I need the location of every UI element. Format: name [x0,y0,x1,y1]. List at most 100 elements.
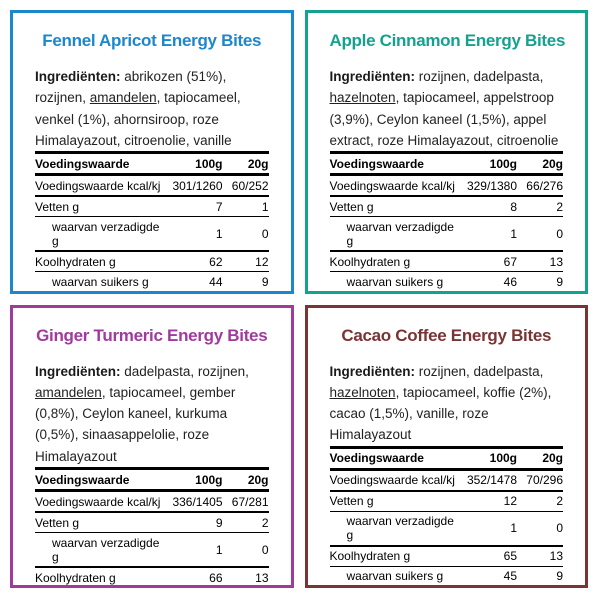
product-card-cacao-coffee: Cacao Coffee Energy Bites Ingrediënten: … [304,304,588,588]
row-label: waarvan verzadigde g [52,535,160,564]
nutrition-table: Voedingswaarde 100g 20g Voedingswaarde k… [35,151,269,293]
product-title: Fennel Apricot Energy Bites [42,31,262,50]
table-header-row: Voedingswaarde 100g 20g [35,153,269,175]
table-header-row: Voedingswaarde 100g 20g [35,469,269,491]
ingredients-label: Ingrediënten: [329,363,416,379]
table-row: Voedingswaarde kcal/kj 301/1260 60/252 [35,175,269,197]
row-label: waarvan suikers g [346,274,444,289]
table-row: Voedingswaarde kcal/kj 336/1405 67/281 [35,491,269,513]
value-100g: 67 [503,254,517,269]
value-20g: 2 [556,199,563,214]
value-20g: 2 [261,515,269,530]
value-20g: 66/276 [526,178,563,193]
allergen-text: hazelnoten [329,384,396,400]
value-100g: 1 [510,521,517,536]
ingredients-label: Ingrediënten: [329,69,416,84]
table-row: Voedingsvezels g71 [330,292,564,293]
ingredients-before-allergen: rozijnen, dadelpasta, [415,69,544,84]
value-100g: 7 [457,292,517,293]
row-label: Koolhydraten g [35,254,116,269]
table-row: Vetten g 7 1 [35,196,269,217]
row-label: Voedingswaarde kcal/kj [329,473,455,488]
nutrition-table: Voedingswaarde 100g 20g Voedingswaarde k… [329,445,564,588]
value-100g: 46 [503,274,517,289]
row-label: Voedingsvezels g [330,587,458,588]
table-subrow: waarvan verzadigde g 1 0 [329,511,563,546]
row-label: Koolhydraten g [329,549,411,564]
value-20g: 0 [261,542,269,557]
value-100g: 1 [215,542,223,557]
product-card-fennel-apricot: Fennel Apricot Energy Bites Ingrediënten… [10,10,294,294]
value-20g: 2 [556,494,563,509]
value-100g: 66 [209,570,223,585]
row-label: Voedingsvezels g [330,292,458,293]
value-100g: 7 [215,199,223,214]
column-header-voedingswaarde: Voedingswaarde [35,472,130,487]
column-header-voedingswaarde: Voedingswaarde [329,451,424,466]
value-100g: 7 [163,292,223,293]
value-20g: 9 [556,274,563,289]
table-row: Voedingsvezels g82 [330,587,564,588]
value-20g: 0 [556,226,563,241]
row-label: Koolhydraten g [329,254,411,269]
table-row: Koolhydraten g 66 13 [35,567,269,585]
value-20g: 1 [223,292,269,293]
value-20g: 1 [261,199,269,214]
value-100g: 45 [503,569,517,584]
column-header-voedingswaarde: Voedingswaarde [329,156,424,171]
value-20g: 67/281 [231,494,269,509]
product-card-apple-cinnamon: Apple Cinnamon Energy Bites Ingrediënten… [304,10,588,294]
table-subrow: waarvan suikers g 44 9 [35,271,269,291]
column-header-100g: 100g [195,156,223,171]
value-20g: 12 [255,254,269,269]
value-20g: 13 [255,570,269,585]
table-subrow: waarvan verzadigde g 1 0 [35,532,269,568]
column-header-20g: 20g [542,451,563,466]
allergen-text: amandelen [89,90,157,106]
ingredients-label: Ingrediënten: [35,363,121,379]
ingredients-before-allergen: abrikozen (51%), rozijnen, [35,69,227,106]
value-100g: 8 [510,199,517,214]
ingredients-text: Ingrediënten: rozijnen, dadelpasta, haze… [330,361,564,446]
row-label: Voedingsvezels g [35,292,163,293]
ingredients-after-allergen: , tapiocameel, venkel (1%), ahornsiroop,… [35,90,241,148]
row-label: Voedingswaarde kcal/kj [35,494,161,509]
ingredients-text: Ingrediënten: dadelpasta, rozijnen, aman… [35,361,269,468]
row-label: Koolhydraten g [35,570,116,585]
product-card-ginger-turmeric: Ginger Turmeric Energy Bites Ingrediënte… [10,304,294,588]
nutrition-table: Voedingswaarde 100g 20g Voedingswaarde k… [329,151,564,293]
value-20g: 70/296 [526,473,563,488]
table-subrow: waarvan suikers g 46 9 [329,271,563,291]
table-row: Voedingsvezels g71 [35,292,269,293]
ingredients-before-allergen: dadelpasta, rozijnen, [120,363,249,379]
value-20g: 13 [549,254,563,269]
value-20g: 9 [556,569,563,584]
row-label: Vetten g [329,494,374,509]
column-header-100g: 100g [195,472,223,487]
table-row: Vetten g 12 2 [329,490,563,512]
table-row: Koolhydraten g 67 13 [329,251,563,272]
ingredients-before-allergen: rozijnen, dadelpasta, [415,363,544,379]
row-label: waarvan suikers g [52,274,149,289]
ingredients-label: Ingrediënten: [35,69,121,84]
table-subrow: waarvan suikers g 45 9 [329,566,563,585]
table-row: Koolhydraten g 62 12 [35,251,269,272]
row-label: Vetten g [329,199,374,214]
value-100g: 9 [215,515,223,530]
allergen-text: hazelnoten [329,90,396,106]
value-20g: 60/252 [231,178,269,193]
allergen-text: amandelen [35,384,102,400]
value-100g: 12 [503,494,517,509]
value-100g: 1 [510,226,517,241]
row-label: Vetten g [35,515,80,530]
row-label: waarvan suikers g [346,569,444,584]
column-header-voedingswaarde: Voedingswaarde [35,156,130,171]
value-100g: 65 [503,549,517,564]
table-row: Koolhydraten g 65 13 [329,545,563,567]
nutrition-table: Voedingswaarde 100g 20g Voedingswaarde k… [35,467,269,586]
ingredients-text: Ingrediënten: rozijnen, dadelpasta, haze… [330,66,564,151]
value-100g: 336/1405 [172,494,223,509]
table-row: Vetten g 8 2 [329,196,563,217]
row-label: waarvan verzadigde g [346,219,454,248]
